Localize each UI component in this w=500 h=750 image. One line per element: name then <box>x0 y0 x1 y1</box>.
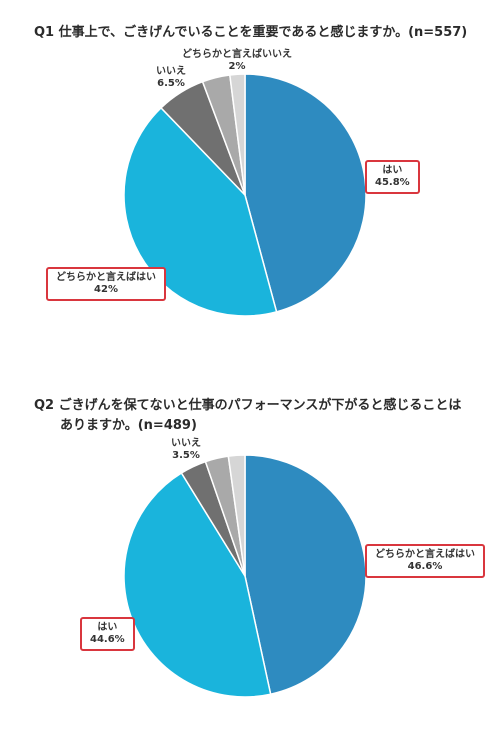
chart2-pie <box>123 454 367 698</box>
chart2-label-somewhat-yes-value: 46.6% <box>407 561 443 572</box>
chart1-label-no: いいえ 6.5% <box>156 66 186 90</box>
chart2-slice-4 <box>227 454 246 577</box>
chart2-label-no-value: 3.5% <box>172 450 200 461</box>
chart1-label-yes-value: 45.8% <box>375 177 410 188</box>
chart2-title-line1: Q2 ごきげんを保てないと仕事のパフォーマンスが下がると感じることは <box>34 398 462 413</box>
chart2-label-somewhat-yes: どちらかと言えばはい 46.6% <box>365 544 485 578</box>
chart1-pie <box>123 73 367 317</box>
chart1-label-somewhat-no-name: どちらかと言えばいいえ <box>182 49 292 60</box>
chart1-label-somewhat-yes-value: 42% <box>94 284 118 295</box>
chart1-title: Q1 仕事上で、ごきげんでいることを重要であると感じますか。(n=557) <box>34 25 468 40</box>
chart1-label-somewhat-no-value: 2% <box>228 61 246 72</box>
chart2-title-line2: ありますか。(n=489) <box>60 418 197 433</box>
chart1-slice-0 <box>244 73 367 313</box>
chart2-label-yes: はい 44.6% <box>80 617 135 651</box>
chart2-label-somewhat-yes-name: どちらかと言えばはい <box>375 549 475 560</box>
chart1-label-somewhat-yes-name: どちらかと言えばはい <box>56 272 156 283</box>
chart1-label-no-value: 6.5% <box>157 78 185 89</box>
chart1-label-no-name: いいえ <box>156 66 186 77</box>
chart1-slice-4 <box>228 73 246 196</box>
chart1-label-somewhat-yes: どちらかと言えばはい 42% <box>46 267 166 301</box>
chart2-label-no: いいえ 3.5% <box>171 438 201 462</box>
chart1-label-somewhat-no: どちらかと言えばいいえ 2% <box>182 49 292 73</box>
chart1-label-yes-name: はい <box>382 165 403 176</box>
chart2-label-no-name: いいえ <box>171 438 201 449</box>
chart1-slice-1 <box>123 106 278 317</box>
chart2-label-yes-name: はい <box>97 622 118 633</box>
chart2-title: Q2 ごきげんを保てないと仕事のパフォーマンスが下がると感じることは ありますか… <box>34 396 461 436</box>
chart1-label-yes: はい 45.8% <box>365 160 420 194</box>
chart2-label-yes-value: 44.6% <box>90 634 125 645</box>
